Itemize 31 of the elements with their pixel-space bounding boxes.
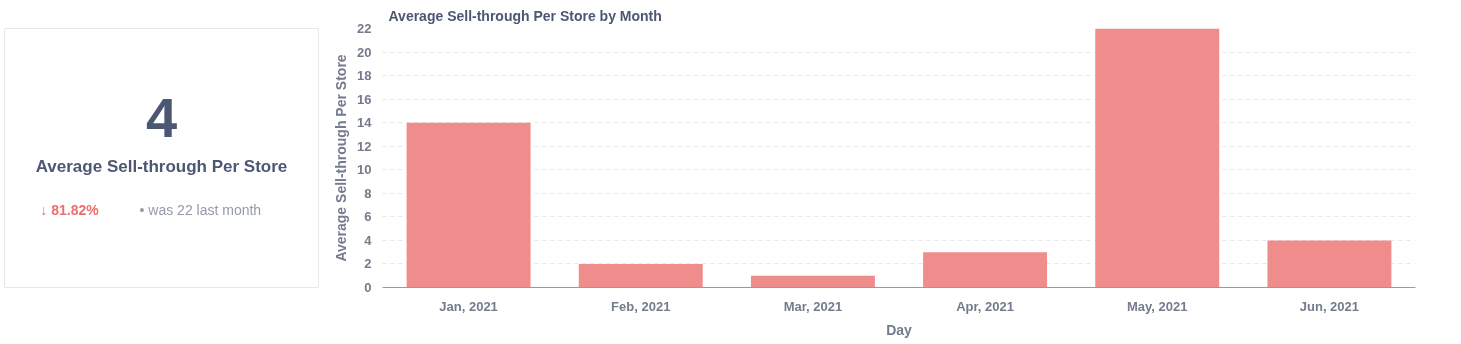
bar [578,263,703,288]
text: • was 22 last month [139,201,262,218]
x-axis-title: Day [886,321,913,338]
y-tick-label: 4 [364,232,373,248]
chart-title: Average Sell-through Per Store by Month [388,7,662,24]
y-axis-title: Average Sell-through Per Store [333,54,350,262]
y-tick-label: 6 [364,209,372,225]
y-tick-label: 20 [357,44,372,60]
y-tick-label: 2 [364,256,372,272]
x-tick-label: May, 2021 [1127,298,1188,314]
bar [750,275,875,288]
x-tick-label: Jun, 2021 [1299,298,1360,314]
y-tick-label: 12 [357,138,372,154]
bar [923,252,1048,288]
bar [1095,28,1220,288]
y-tick-label: 14 [357,115,373,131]
y-tick-label: 8 [364,185,372,201]
bar [406,122,531,288]
y-tick-label: 10 [357,162,372,178]
y-tick-label: 18 [357,68,372,84]
x-tick-label: Apr, 2021 [956,298,1014,314]
x-tick-label: Mar, 2021 [783,298,843,314]
bar [1267,240,1392,288]
data-label: 4 [145,86,178,150]
x-tick-label: Feb, 2021 [611,298,671,314]
y-tick-label: 0 [364,280,372,295]
text: ↓ 81.82% [40,201,100,218]
text: Average Sell-through Per Store [35,157,288,177]
x-tick-label: Jan, 2021 [439,298,498,314]
y-tick-label: 16 [357,91,372,107]
y-tick-label: 22 [357,21,372,36]
